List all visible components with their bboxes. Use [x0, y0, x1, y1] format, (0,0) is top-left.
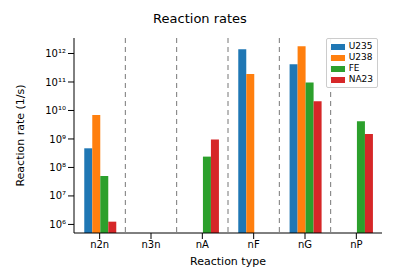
svg-text:nG: nG: [298, 239, 312, 250]
svg-text:nA: nA: [196, 239, 209, 250]
svg-text:Reaction rate (1/s): Reaction rate (1/s): [14, 84, 27, 186]
html-text:NA23: NA23: [348, 74, 373, 84]
html-text:U238: U238: [348, 52, 373, 62]
svg-text:10¹¹: 10¹¹: [45, 77, 66, 88]
svg-text:nP: nP: [350, 239, 362, 250]
svg-text:10¹⁰: 10¹⁰: [45, 105, 66, 116]
svg-text:10¹²: 10¹²: [45, 48, 66, 59]
svg-text:nF: nF: [248, 239, 260, 250]
html-text:U235: U235: [348, 41, 373, 51]
svg-text:10⁹: 10⁹: [49, 134, 66, 145]
html-text:FE: FE: [348, 63, 360, 73]
svg-text:n2n: n2n: [90, 239, 109, 250]
svg-text:10⁷: 10⁷: [49, 190, 66, 201]
svg-text:10⁸: 10⁸: [49, 162, 66, 173]
svg-text:Reaction type: Reaction type: [190, 255, 266, 268]
html-text:Reaction rates: Reaction rates: [153, 11, 247, 26]
svg-text:n3n: n3n: [141, 239, 160, 250]
svg-text:10⁶: 10⁶: [49, 219, 66, 230]
